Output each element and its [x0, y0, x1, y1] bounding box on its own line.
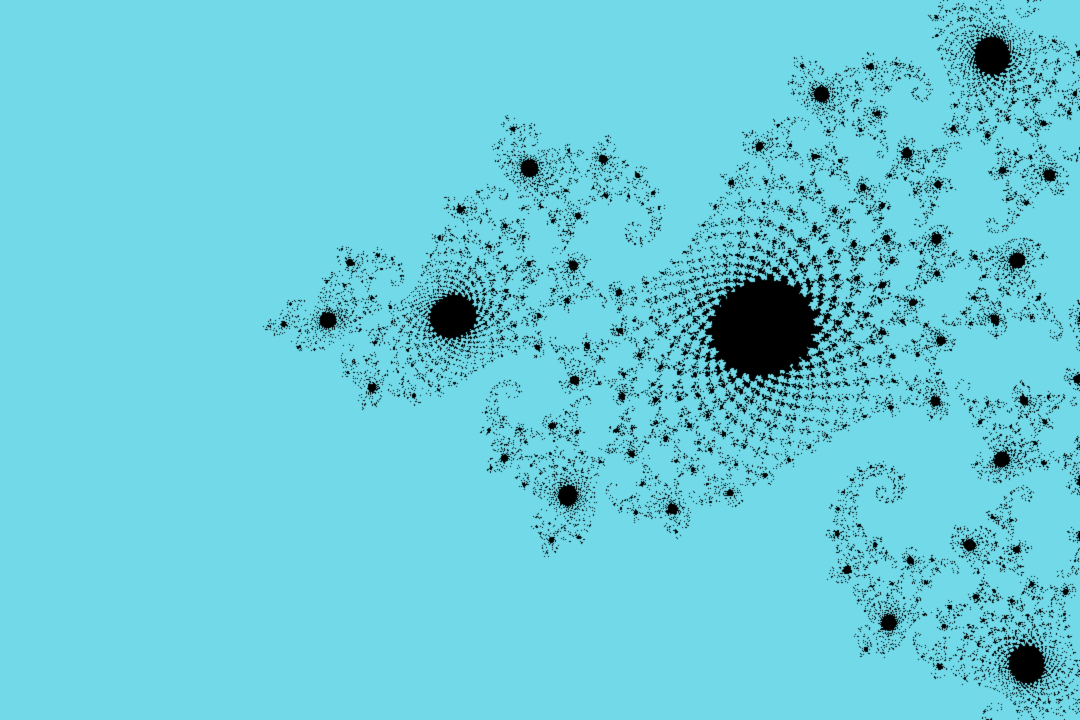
fractal-view [0, 0, 1080, 720]
fractal-image [0, 0, 1080, 720]
